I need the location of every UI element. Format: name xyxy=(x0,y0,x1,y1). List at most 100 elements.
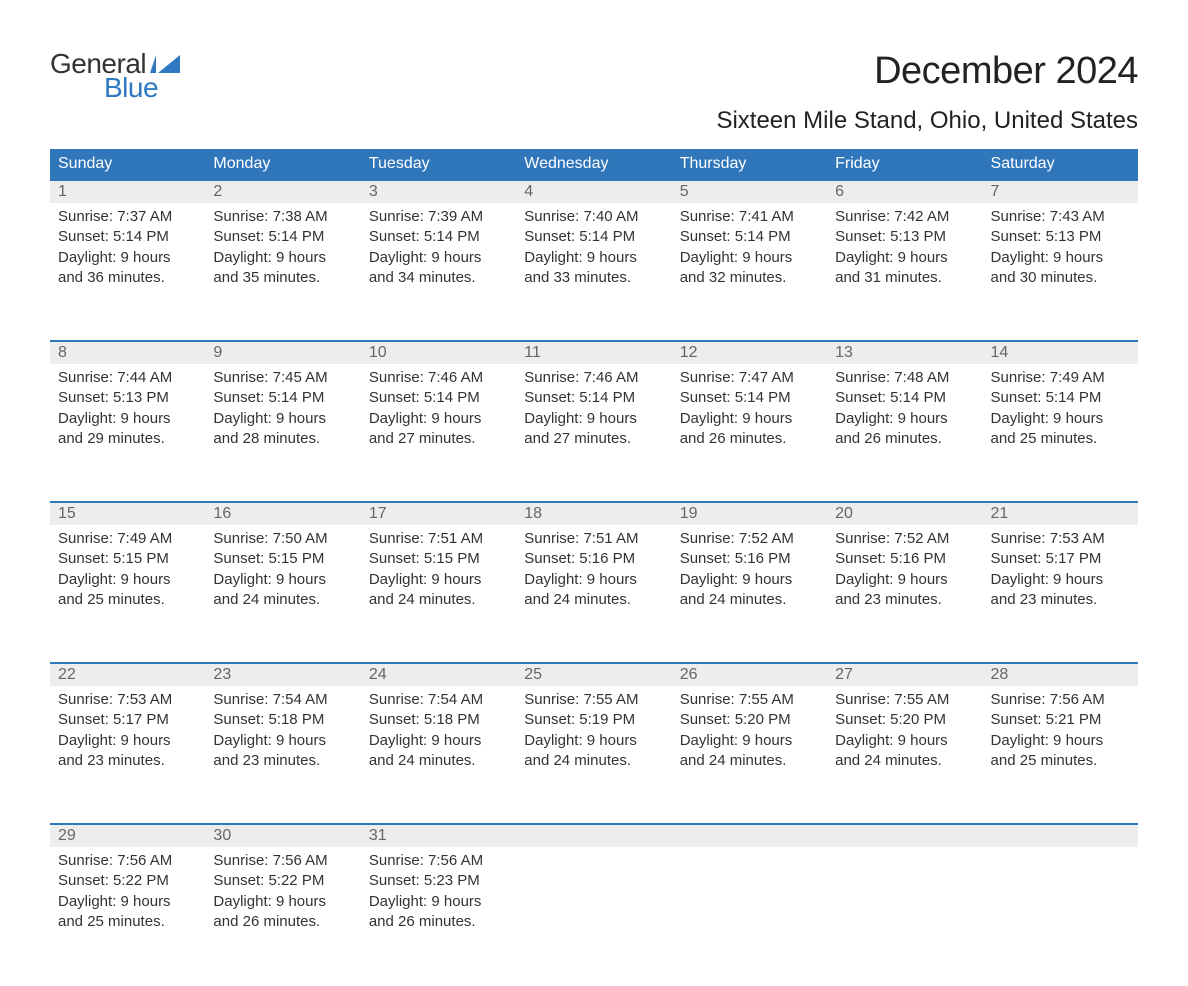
week-block: 22232425262728Sunrise: 7:53 AMSunset: 5:… xyxy=(50,638,1138,775)
daylight-text-line2: and 25 minutes. xyxy=(991,429,1130,449)
daylight-text-line1: Daylight: 9 hours xyxy=(991,409,1130,429)
daylight-text-line2: and 29 minutes. xyxy=(58,429,197,449)
daylight-text-line2: and 27 minutes. xyxy=(524,429,663,449)
location-text: Sixteen Mile Stand, Ohio, United States xyxy=(716,107,1138,135)
daylight-text-line2: and 24 minutes. xyxy=(524,590,663,610)
day-number xyxy=(827,825,982,847)
day-cell: Sunrise: 7:39 AMSunset: 5:14 PMDaylight:… xyxy=(361,203,516,292)
sunset-text: Sunset: 5:14 PM xyxy=(524,227,663,247)
day-number: 14 xyxy=(983,342,1138,364)
day-number: 21 xyxy=(983,503,1138,525)
day-cell: Sunrise: 7:46 AMSunset: 5:14 PMDaylight:… xyxy=(516,364,671,453)
sunrise-text: Sunrise: 7:42 AM xyxy=(835,207,974,227)
day-number xyxy=(672,825,827,847)
day-number: 7 xyxy=(983,181,1138,203)
sunrise-text: Sunrise: 7:44 AM xyxy=(58,368,197,388)
sunrise-text: Sunrise: 7:47 AM xyxy=(680,368,819,388)
day-number: 22 xyxy=(50,664,205,686)
day-header-friday: Friday xyxy=(827,149,982,179)
daylight-text-line2: and 34 minutes. xyxy=(369,268,508,288)
sunrise-text: Sunrise: 7:38 AM xyxy=(213,207,352,227)
calendar: Sunday Monday Tuesday Wednesday Thursday… xyxy=(50,149,1138,936)
sunrise-text: Sunrise: 7:37 AM xyxy=(58,207,197,227)
sunset-text: Sunset: 5:13 PM xyxy=(991,227,1130,247)
daylight-text-line2: and 35 minutes. xyxy=(213,268,352,288)
day-number: 8 xyxy=(50,342,205,364)
daylight-text-line2: and 24 minutes. xyxy=(680,590,819,610)
daylight-text-line1: Daylight: 9 hours xyxy=(369,892,508,912)
sunset-text: Sunset: 5:15 PM xyxy=(58,549,197,569)
sunset-text: Sunset: 5:19 PM xyxy=(524,710,663,730)
day-header-tuesday: Tuesday xyxy=(361,149,516,179)
sunrise-text: Sunrise: 7:41 AM xyxy=(680,207,819,227)
daylight-text-line2: and 26 minutes. xyxy=(835,429,974,449)
day-cell: Sunrise: 7:45 AMSunset: 5:14 PMDaylight:… xyxy=(205,364,360,453)
day-cell: Sunrise: 7:56 AMSunset: 5:23 PMDaylight:… xyxy=(361,847,516,936)
sunset-text: Sunset: 5:17 PM xyxy=(991,549,1130,569)
sunset-text: Sunset: 5:14 PM xyxy=(991,388,1130,408)
sunset-text: Sunset: 5:14 PM xyxy=(213,227,352,247)
day-content-row: Sunrise: 7:44 AMSunset: 5:13 PM Daylight:… xyxy=(50,364,1138,453)
sunset-text: Sunset: 5:15 PM xyxy=(213,549,352,569)
daylight-text-line1: Daylight: 9 hours xyxy=(213,731,352,751)
day-cell: Sunrise: 7:43 AMSunset: 5:13 PMDaylight:… xyxy=(983,203,1138,292)
sunset-text: Sunset: 5:20 PM xyxy=(680,710,819,730)
day-number-row: 891011121314 xyxy=(50,342,1138,364)
day-cell xyxy=(827,847,982,936)
sunrise-text: Sunrise: 7:51 AM xyxy=(369,529,508,549)
day-content-row: Sunrise: 7:37 AM Sunset: 5:14 PM Daylight:… xyxy=(50,203,1138,292)
day-number: 28 xyxy=(983,664,1138,686)
sunrise-text: Sunrise: 7:52 AM xyxy=(680,529,819,549)
daylight-text-line2: and 26 minutes. xyxy=(369,912,508,932)
daylight-text-line1: Daylight: 9 hours xyxy=(58,248,197,268)
sunset-text: Sunset: 5:14 PM xyxy=(369,388,508,408)
day-cell: Sunrise: 7:47 AMSunset: 5:14 PMDaylight:… xyxy=(672,364,827,453)
daylight-text-line1: Daylight: 9 hours xyxy=(213,409,352,429)
logo-text-blue: Blue xyxy=(104,74,180,102)
sunset-text: Sunset: 5:17 PM xyxy=(58,710,197,730)
sunset-text: Sunset: 5:15 PM xyxy=(369,549,508,569)
day-number: 20 xyxy=(827,503,982,525)
daylight-text-line2: and 24 minutes. xyxy=(369,590,508,610)
daylight-text-line1: Daylight: 9 hours xyxy=(835,409,974,429)
day-number xyxy=(516,825,671,847)
logo: General Blue xyxy=(50,50,180,102)
day-cell: Sunrise: 7:44 AMSunset: 5:13 PMDaylight:… xyxy=(50,364,205,453)
daylight-text-line1: Daylight: 9 hours xyxy=(58,570,197,590)
daylight-text-line2: and 32 minutes. xyxy=(680,268,819,288)
day-cell: Sunrise: 7:54 AMSunset: 5:18 PMDaylight:… xyxy=(205,686,360,775)
sunset-text: Sunset: 5:14 PM xyxy=(680,388,819,408)
day-cell: Sunrise: 7:55 AMSunset: 5:20 PMDaylight:… xyxy=(827,686,982,775)
day-cell: Sunrise: 7:55 AMSunset: 5:20 PMDaylight:… xyxy=(672,686,827,775)
day-cell: Sunrise: 7:52 AMSunset: 5:16 PMDaylight:… xyxy=(672,525,827,614)
day-cell xyxy=(516,847,671,936)
sunset-text: Sunset: 5:20 PM xyxy=(835,710,974,730)
sunset-text: Sunset: 5:22 PM xyxy=(58,871,197,891)
sunrise-text: Sunrise: 7:55 AM xyxy=(524,690,663,710)
daylight-text-line1: Daylight: 9 hours xyxy=(991,248,1130,268)
daylight-text-line2: and 31 minutes. xyxy=(835,268,974,288)
day-number xyxy=(983,825,1138,847)
day-cell: Sunrise: 7:56 AMSunset: 5:22 PMDaylight:… xyxy=(50,847,205,936)
sunset-text: Sunset: 5:13 PM xyxy=(58,388,197,408)
day-header-wednesday: Wednesday xyxy=(516,149,671,179)
daylight-text-line2: and 24 minutes. xyxy=(213,590,352,610)
daylight-text-line2: and 26 minutes. xyxy=(680,429,819,449)
day-cell: Sunrise: 7:55 AMSunset: 5:19 PMDaylight:… xyxy=(516,686,671,775)
day-cell: Sunrise: 7:52 AMSunset: 5:16 PMDaylight:… xyxy=(827,525,982,614)
day-number: 6 xyxy=(827,181,982,203)
sunset-text: Sunset: 5:16 PM xyxy=(835,549,974,569)
daylight-text-line2: and 25 minutes. xyxy=(58,912,197,932)
day-header-saturday: Saturday xyxy=(983,149,1138,179)
daylight-text-line2: and 33 minutes. xyxy=(524,268,663,288)
day-number: 30 xyxy=(205,825,360,847)
sunrise-text: Sunrise: 7:50 AM xyxy=(213,529,352,549)
sunset-text: Sunset: 5:18 PM xyxy=(369,710,508,730)
daylight-text-line1: Daylight: 9 hours xyxy=(835,248,974,268)
sunset-text: Sunset: 5:14 PM xyxy=(213,388,352,408)
daylight-text-line2: and 24 minutes. xyxy=(835,751,974,771)
day-number: 5 xyxy=(672,181,827,203)
daylight-text-line1: Daylight: 9 hours xyxy=(524,570,663,590)
daylight-text-line1: Daylight: 9 hours xyxy=(213,570,352,590)
day-cell: Sunrise: 7:51 AMSunset: 5:15 PMDaylight:… xyxy=(361,525,516,614)
